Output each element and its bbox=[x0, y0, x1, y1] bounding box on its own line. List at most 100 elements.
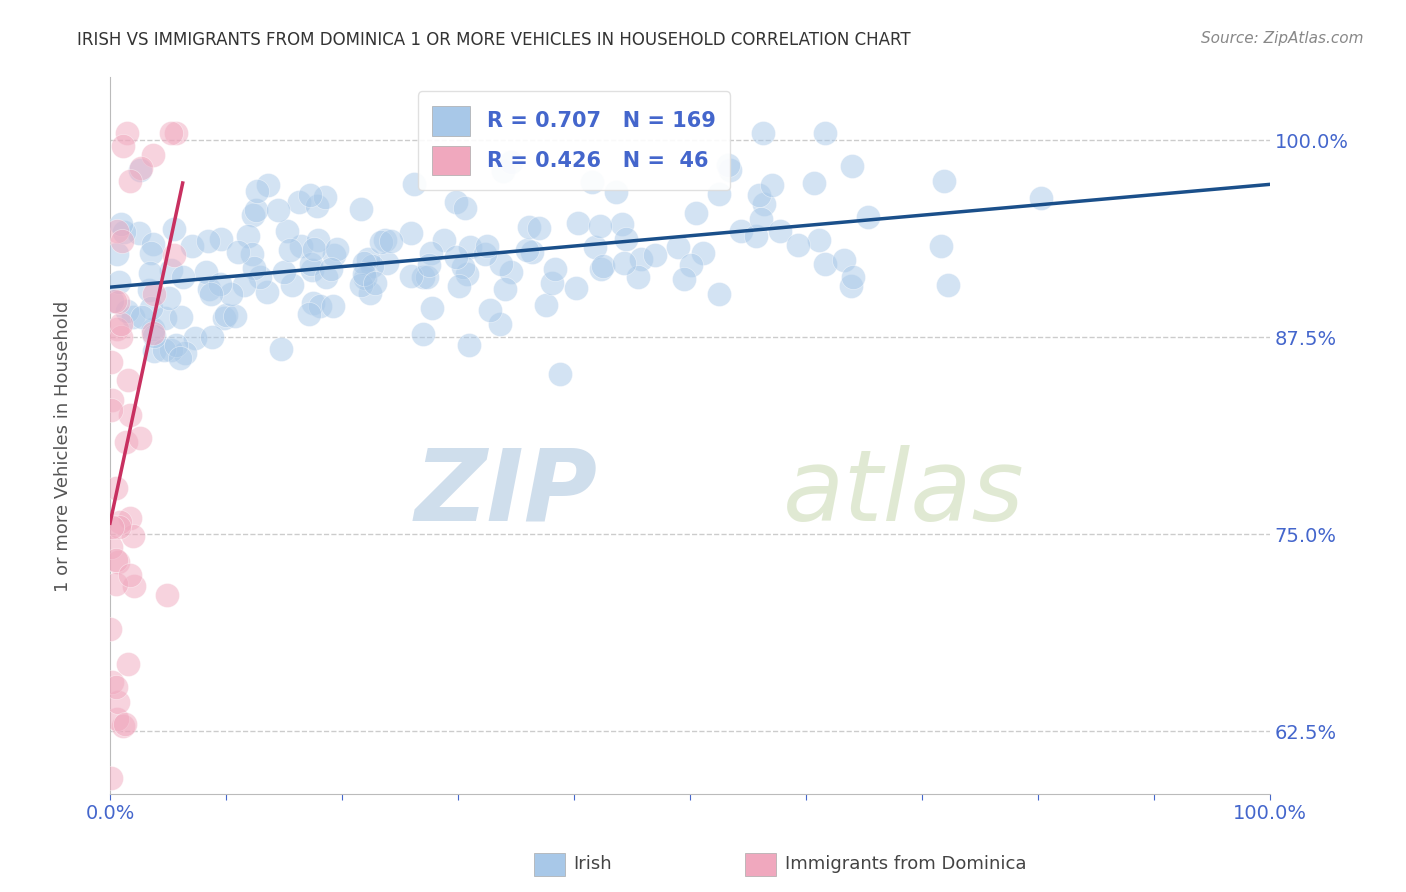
Point bbox=[402, 177, 425, 191]
Point bbox=[104, 681, 127, 695]
Point bbox=[541, 277, 564, 291]
Point bbox=[299, 188, 322, 202]
Point bbox=[730, 224, 752, 238]
Point bbox=[380, 234, 402, 248]
Point bbox=[215, 308, 238, 322]
Point bbox=[107, 556, 129, 570]
Point bbox=[446, 250, 468, 264]
Point bbox=[242, 246, 264, 260]
Point bbox=[114, 717, 136, 731]
Point bbox=[165, 126, 187, 140]
Point bbox=[354, 270, 377, 285]
Point bbox=[184, 331, 207, 345]
Point bbox=[105, 247, 128, 261]
Point bbox=[115, 303, 138, 318]
Point bbox=[100, 294, 122, 309]
Point bbox=[104, 553, 127, 567]
Point bbox=[501, 155, 523, 169]
Point bbox=[444, 194, 467, 209]
Point bbox=[157, 291, 180, 305]
Point bbox=[107, 294, 129, 309]
Point bbox=[353, 256, 375, 270]
Point bbox=[208, 277, 231, 291]
Point bbox=[745, 228, 768, 243]
Point bbox=[142, 326, 165, 340]
Point bbox=[117, 373, 139, 387]
Point bbox=[224, 310, 246, 324]
Point bbox=[273, 265, 295, 279]
Point bbox=[364, 276, 387, 290]
Point bbox=[370, 235, 392, 249]
Point bbox=[673, 272, 696, 286]
Point bbox=[374, 233, 396, 247]
Point bbox=[245, 203, 267, 218]
Point bbox=[288, 195, 311, 210]
Point bbox=[128, 226, 150, 240]
Point bbox=[814, 126, 837, 140]
Text: IRISH VS IMMIGRANTS FROM DOMINICA 1 OR MORE VEHICLES IN HOUSEHOLD CORRELATION CH: IRISH VS IMMIGRANTS FROM DOMINICA 1 OR M… bbox=[77, 31, 911, 49]
Point bbox=[160, 343, 183, 357]
Point bbox=[112, 138, 135, 153]
Point bbox=[479, 302, 502, 317]
Point bbox=[841, 269, 863, 284]
Point bbox=[290, 239, 312, 253]
Point bbox=[143, 343, 166, 358]
Point bbox=[451, 260, 474, 275]
Point bbox=[256, 285, 278, 299]
Point bbox=[412, 269, 434, 284]
Point bbox=[129, 431, 152, 445]
Point bbox=[520, 245, 543, 260]
Point bbox=[314, 190, 336, 204]
Point bbox=[301, 295, 323, 310]
Point bbox=[494, 282, 516, 296]
Point bbox=[752, 126, 775, 140]
Point bbox=[118, 174, 141, 188]
Point bbox=[492, 164, 515, 178]
Point bbox=[936, 277, 959, 292]
Point bbox=[326, 242, 349, 256]
Point bbox=[359, 286, 381, 301]
Point bbox=[170, 310, 193, 324]
Point bbox=[221, 287, 243, 301]
Point bbox=[350, 202, 373, 217]
Point bbox=[143, 329, 166, 343]
Point bbox=[605, 185, 627, 199]
Point bbox=[717, 158, 740, 172]
Point bbox=[567, 216, 589, 230]
Point bbox=[630, 252, 652, 266]
Point bbox=[118, 408, 141, 422]
Point bbox=[159, 126, 181, 140]
Point bbox=[412, 326, 434, 341]
Point bbox=[516, 244, 538, 258]
Point bbox=[280, 278, 302, 293]
Point bbox=[399, 269, 422, 284]
Point bbox=[751, 212, 773, 227]
Point bbox=[197, 234, 219, 248]
Point bbox=[1029, 190, 1052, 204]
Point bbox=[769, 224, 792, 238]
Point bbox=[165, 338, 187, 352]
Point bbox=[142, 322, 165, 336]
Text: ZIP: ZIP bbox=[415, 444, 598, 541]
Point bbox=[808, 233, 831, 247]
Point bbox=[489, 257, 512, 271]
Point bbox=[748, 188, 770, 202]
Point bbox=[323, 248, 346, 262]
Point bbox=[488, 317, 510, 331]
Point bbox=[614, 232, 637, 246]
Point bbox=[319, 262, 342, 277]
Point bbox=[200, 286, 222, 301]
Point bbox=[418, 258, 440, 272]
Point bbox=[841, 278, 863, 293]
Point bbox=[416, 270, 439, 285]
Point bbox=[456, 267, 478, 281]
Point bbox=[100, 772, 122, 786]
Point bbox=[104, 481, 127, 495]
Point bbox=[153, 343, 176, 358]
Point bbox=[298, 307, 321, 321]
Point bbox=[242, 208, 264, 222]
Point bbox=[117, 657, 139, 672]
Point bbox=[112, 225, 135, 239]
Point bbox=[249, 269, 271, 284]
Point bbox=[266, 203, 288, 218]
